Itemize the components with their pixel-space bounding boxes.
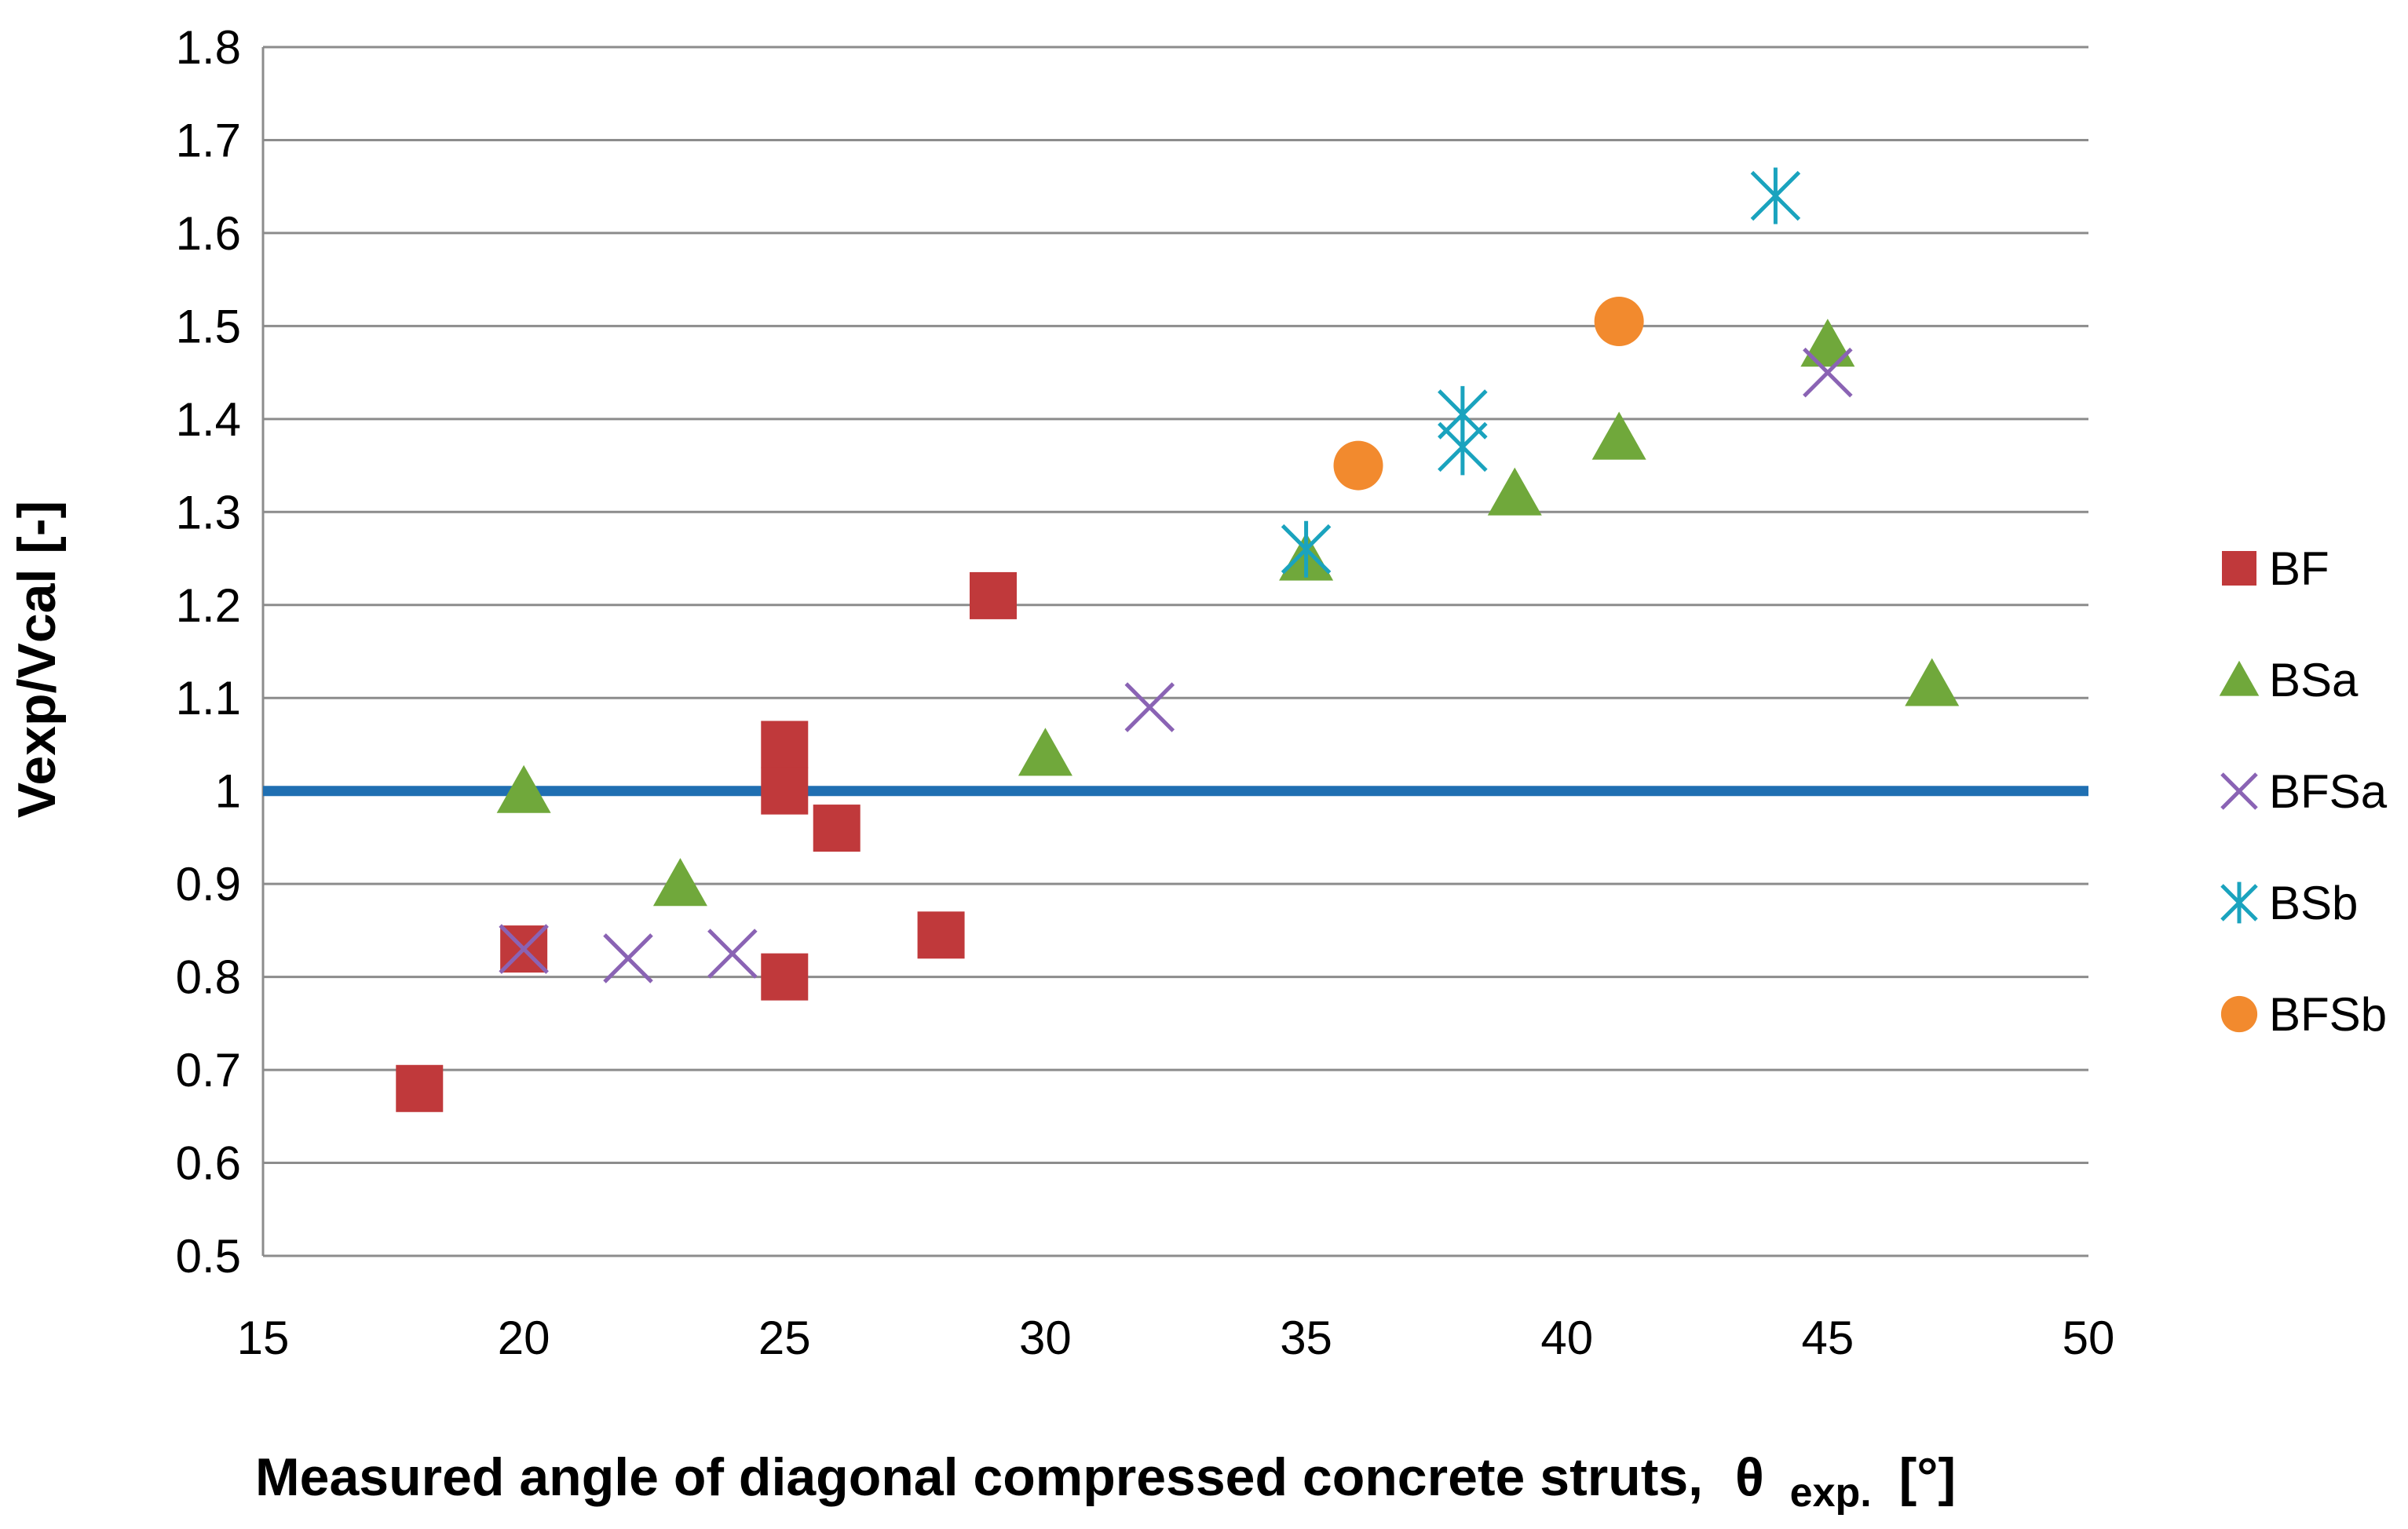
point-bf [396,1064,444,1112]
y-tick-label: 1.5 [176,300,241,352]
point-bf [761,767,809,815]
x-axis-title-subscript: exp. [1790,1470,1872,1516]
point-bfsb [1333,440,1383,491]
data-points [396,167,1960,1112]
x-tick-label: 50 [2063,1312,2115,1364]
legend-label: BSb [2269,877,2358,929]
point-bsa [1018,728,1072,776]
point-bf [970,571,1017,619]
legend-label: BFSa [2269,765,2388,818]
y-tick-label: 1.7 [176,114,241,166]
point-bfsa [1803,347,1853,398]
y-tick-label: 1 [215,765,241,818]
series-bfsb [1333,296,1644,491]
point-bf [813,805,861,852]
point-bfsa [1124,682,1175,732]
x-tick-label: 45 [1801,1312,1854,1364]
point-bsb [1750,167,1801,224]
point-bsa [1487,467,1542,516]
x-axis-title-unit: [°] [1899,1447,1956,1507]
legend-item-bfsb: BFSb [2220,988,2387,1041]
point-bsa [1800,319,1855,367]
y-tick-label: 1.4 [176,393,241,446]
y-tick-label: 1.3 [176,486,241,538]
point-bf [917,911,965,959]
y-axis-title: Vexp/Vcal [-] [7,501,67,818]
tick-labels: 0.5 0.6 0.7 0.8 0.9 1 1.1 1.2 1.3 1.4 1.5 1.6 1.7 1.8… [176,21,2115,1364]
point-bsa [652,858,707,907]
series-bf [396,571,1017,1112]
y-tick-label: 0.9 [176,858,241,910]
x-axis-title-symbol: θ [1735,1447,1764,1507]
point-bf [761,721,809,768]
legend-item-bsb: BSb [2220,877,2358,929]
series-bsa [496,319,1960,907]
x-axis-title-main: Measured angle of diagonal compressed co… [255,1447,1703,1507]
y-tick-label: 1.2 [176,579,241,632]
x-axis-title: Measured angle of diagonal compressed co… [255,1447,1956,1518]
point-bsa [496,764,551,813]
point-bsa [1905,658,1960,706]
legend-marker-bsb [2220,881,2258,924]
legend-marker-bsa [2219,660,2260,696]
legend-marker-bf [2222,551,2256,586]
point-bfsa [707,929,758,979]
point-bfsa [499,924,549,974]
legend-marker-bfsa [2220,772,2258,810]
y-tick-label: 0.6 [176,1137,241,1190]
x-tick-label: 30 [1019,1312,1072,1364]
y-tick-label: 1.6 [176,207,241,260]
x-tick-label: 15 [237,1312,290,1364]
legend-marker-bfsb [2220,995,2258,1033]
y-tick-label: 0.7 [176,1044,241,1097]
point-bsb [1281,520,1332,578]
legend: BF BSa BFSa BSb BFSb [2219,542,2388,1041]
legend-label: BF [2269,542,2329,595]
legend-item-bsa: BSa [2219,654,2359,706]
series-bsb [1281,167,1801,578]
legend-item-bf: BF [2222,542,2329,595]
grid-lines [263,46,2088,1257]
point-bfsa [603,933,653,983]
y-tick-label: 0.8 [176,951,241,1004]
x-tick-label: 35 [1280,1312,1332,1364]
legend-label: BFSb [2269,988,2387,1041]
legend-label: BSa [2269,654,2359,706]
x-tick-label: 25 [758,1312,811,1364]
point-bf [761,953,809,1001]
x-tick-label: 20 [498,1312,550,1364]
point-bsa [1591,411,1646,460]
legend-item-bfsa: BFSa [2220,765,2388,818]
y-tick-label: 1.1 [176,672,241,724]
y-tick-label: 1.8 [176,21,241,74]
series-bfsa [499,347,1853,983]
point-bsb [1438,418,1488,476]
point-bfsb [1594,296,1644,346]
x-tick-label: 40 [1540,1312,1593,1364]
y-tick-label: 0.5 [176,1230,241,1283]
